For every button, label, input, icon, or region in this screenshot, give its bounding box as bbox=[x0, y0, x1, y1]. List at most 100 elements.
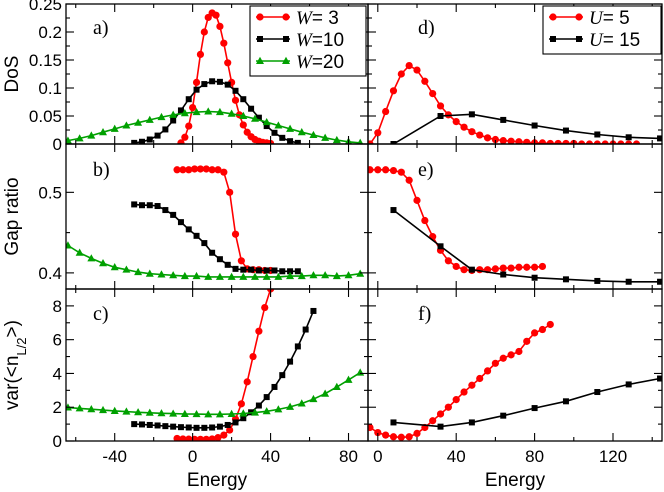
data-point bbox=[499, 264, 507, 272]
data-point bbox=[131, 201, 138, 208]
data-point bbox=[274, 272, 283, 280]
data-point bbox=[491, 265, 499, 273]
data-point bbox=[413, 66, 421, 74]
panel-c: 0 2 4 6 8 -40 0 40 80 c) Energy var(<nL/2>) bbox=[2, 288, 369, 491]
panel-f: 0 40 80 120 f) Energy bbox=[367, 288, 663, 491]
data-point bbox=[421, 216, 429, 225]
data-point bbox=[177, 219, 184, 226]
legend-marker bbox=[256, 56, 264, 64]
data-point bbox=[538, 262, 547, 271]
data-point bbox=[75, 134, 84, 142]
data-point bbox=[578, 140, 586, 144]
data-point bbox=[224, 59, 232, 67]
data-point bbox=[429, 90, 437, 98]
data-point bbox=[239, 272, 248, 280]
data-point bbox=[523, 138, 531, 144]
y-tick-label: 0.4 bbox=[38, 264, 62, 283]
data-point bbox=[460, 123, 468, 131]
panel-label: f) bbox=[418, 303, 431, 325]
data-point bbox=[146, 421, 153, 428]
data-point bbox=[224, 81, 231, 88]
data-point bbox=[332, 382, 341, 390]
data-point bbox=[374, 166, 382, 174]
data-point bbox=[562, 127, 569, 134]
data-point bbox=[389, 87, 398, 95]
legend-marker bbox=[575, 13, 583, 21]
series-line bbox=[177, 168, 271, 272]
data-point bbox=[294, 268, 301, 275]
legend-label: W=20 bbox=[296, 52, 344, 73]
data-point bbox=[248, 105, 255, 112]
data-point bbox=[208, 166, 216, 174]
data-point bbox=[157, 112, 166, 121]
data-point bbox=[500, 271, 507, 278]
data-point bbox=[180, 409, 189, 417]
data-point bbox=[192, 107, 201, 116]
data-point bbox=[239, 111, 248, 119]
data-point bbox=[262, 117, 271, 126]
data-point bbox=[594, 131, 601, 138]
data-point bbox=[131, 421, 138, 428]
legend: W= 3W=10W=20 bbox=[249, 5, 367, 77]
data-point bbox=[138, 138, 145, 144]
panel-d: d) U= 5U= 15 bbox=[367, 3, 663, 145]
data-point bbox=[444, 403, 452, 411]
data-point bbox=[279, 268, 286, 275]
data-point bbox=[368, 423, 374, 432]
data-point bbox=[452, 396, 460, 404]
data-point bbox=[460, 266, 468, 274]
data-point bbox=[657, 135, 662, 142]
data-point bbox=[397, 433, 405, 441]
data-point bbox=[444, 257, 452, 265]
data-point bbox=[134, 267, 143, 276]
series-w=10 bbox=[131, 78, 301, 144]
legend-marker bbox=[549, 13, 557, 21]
data-point bbox=[231, 96, 240, 104]
data-point bbox=[177, 107, 184, 114]
data-point bbox=[531, 274, 538, 281]
data-point bbox=[515, 138, 523, 144]
y-tick-label: 2 bbox=[53, 398, 62, 417]
y-tick-label: 6 bbox=[53, 331, 62, 350]
data-point bbox=[216, 256, 223, 263]
data-point bbox=[177, 139, 185, 144]
data-point bbox=[99, 405, 108, 414]
data-point bbox=[226, 426, 234, 434]
data-point bbox=[87, 254, 96, 262]
data-point bbox=[546, 139, 554, 144]
data-point bbox=[436, 410, 445, 418]
data-point bbox=[99, 128, 108, 136]
data-point bbox=[154, 132, 161, 139]
data-point bbox=[562, 398, 569, 405]
data-point bbox=[202, 165, 210, 173]
data-point bbox=[146, 202, 153, 209]
legend-label: W=10 bbox=[296, 30, 344, 51]
data-point bbox=[145, 408, 154, 416]
data-point bbox=[625, 134, 632, 141]
data-point bbox=[239, 409, 248, 417]
y-tick-label: 0 bbox=[53, 432, 62, 451]
legend-marker bbox=[256, 13, 264, 21]
data-point bbox=[531, 405, 538, 412]
data-point bbox=[110, 263, 119, 271]
series-line bbox=[177, 289, 272, 441]
data-point bbox=[185, 166, 193, 174]
data-point bbox=[460, 388, 468, 396]
data-point bbox=[436, 102, 445, 110]
legend-label: U= 5 bbox=[589, 8, 630, 29]
data-point bbox=[248, 266, 255, 273]
data-point bbox=[204, 410, 213, 418]
data-point bbox=[344, 375, 353, 383]
data-point bbox=[169, 110, 178, 118]
y-tick-label: 0.2 bbox=[38, 23, 62, 42]
data-point bbox=[189, 104, 197, 112]
data-point bbox=[531, 263, 539, 271]
y-tick-label: 0.05 bbox=[29, 107, 62, 126]
data-point bbox=[87, 131, 96, 139]
data-point bbox=[302, 326, 309, 333]
data-point bbox=[232, 419, 239, 426]
data-point bbox=[224, 421, 231, 428]
legend-marker bbox=[283, 36, 289, 42]
data-point bbox=[625, 278, 632, 285]
legend-marker bbox=[550, 36, 556, 42]
